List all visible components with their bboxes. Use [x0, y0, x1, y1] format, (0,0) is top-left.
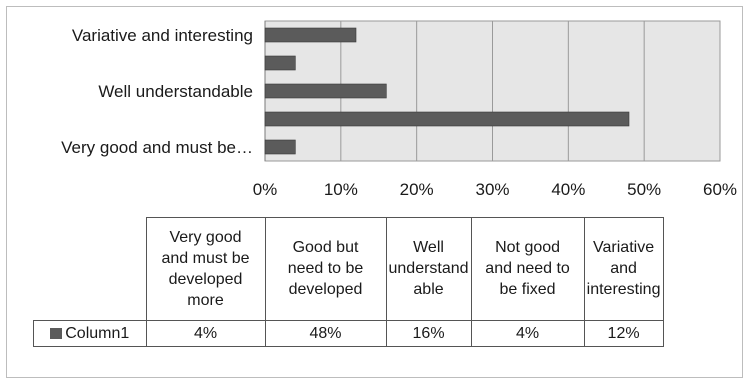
- data-table-header-line: able: [413, 281, 444, 299]
- data-table-header: Not good and need to be fixed: [470, 217, 585, 321]
- data-table-header-line: and: [610, 260, 637, 278]
- series-name: Column1: [65, 324, 130, 342]
- bar: [264, 27, 357, 43]
- data-table-header-line: interesting: [586, 281, 661, 299]
- data-table-header-line: Not good: [495, 239, 561, 257]
- data-table-header-line: Variative: [593, 239, 655, 257]
- data-table-header-line: need to be: [287, 260, 364, 278]
- data-table-header-line: understand: [388, 260, 469, 278]
- bar: [264, 111, 630, 127]
- x-tick-label: 40%: [551, 180, 585, 199]
- data-table-header-line: be fixed: [499, 281, 556, 299]
- bar-chart: Very good and must be… Well understandabl…: [61, 20, 737, 199]
- data-table-header-line: Well: [413, 239, 444, 257]
- data-table-cell: 12%: [583, 319, 664, 347]
- data-table-row: Column1 4% 48% 16% 4% 12%: [33, 319, 664, 347]
- category-label: Well understandable: [98, 82, 253, 101]
- x-tick-label: 20%: [400, 180, 434, 199]
- data-table-header-line: developed: [288, 281, 363, 299]
- data-table-header-line: and need to: [485, 260, 570, 278]
- data-table-header-line: Good but: [292, 239, 359, 257]
- chart-frame: Very good and must be… Well understandabl…: [6, 6, 743, 378]
- data-table-header: Good but need to be developed: [264, 217, 387, 321]
- data-table-corner: [33, 217, 147, 321]
- category-label: Very good and must be…: [61, 138, 253, 157]
- data-table-header: Variative and interesting: [583, 217, 664, 321]
- data-table-header-line: and must be: [161, 249, 250, 267]
- data-table-header: Very good and must be developed more: [145, 217, 266, 321]
- bar: [264, 83, 387, 99]
- x-tick-label: 30%: [475, 180, 509, 199]
- data-table-cell: 4%: [470, 319, 585, 347]
- data-table-header: Well understand able: [385, 217, 472, 321]
- category-label: Variative and interesting: [72, 26, 253, 45]
- bar: [264, 139, 296, 155]
- x-tick-label: 0%: [253, 180, 278, 199]
- x-tick-label: 60%: [703, 180, 737, 199]
- data-table-header-row: Very good and must be developed more Good b…: [33, 217, 664, 321]
- data-table-cell: 4%: [145, 319, 266, 347]
- x-tick-label: 50%: [627, 180, 661, 199]
- data-table-header-line: more: [187, 291, 224, 309]
- bar: [264, 55, 296, 71]
- data-table: Very good and must be developed more Good b…: [33, 217, 664, 347]
- x-tick-label: 10%: [324, 180, 358, 199]
- data-table-header-line: developed: [168, 270, 243, 288]
- data-table-row-label: Column1: [33, 319, 147, 347]
- data-table-header-line: Very good: [169, 228, 242, 246]
- data-table-cell: 48%: [264, 319, 387, 347]
- data-table-cell: 16%: [385, 319, 472, 347]
- legend-swatch: [50, 327, 63, 339]
